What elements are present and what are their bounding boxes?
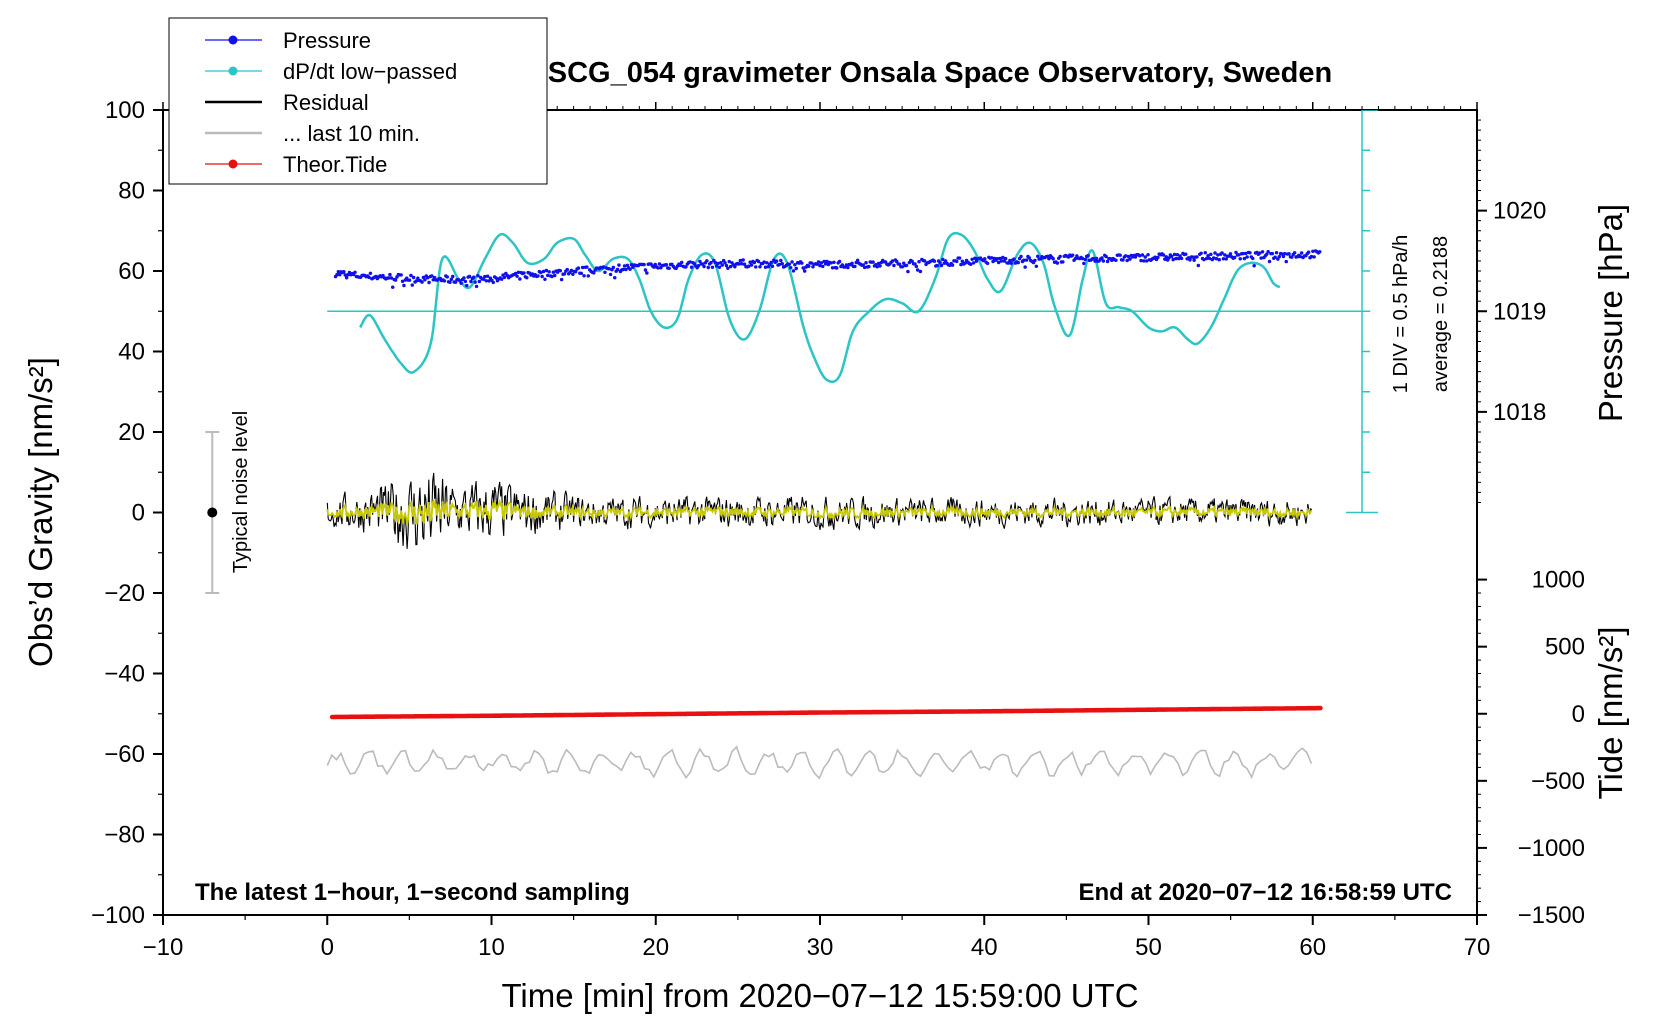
legend-label: dP/dt low−passed xyxy=(283,59,457,84)
noise-bar-center xyxy=(207,507,218,518)
legend-swatch-dot xyxy=(228,35,238,45)
series-dpdt-line xyxy=(359,231,1281,383)
legend-entry: ... last 10 min. xyxy=(205,121,420,146)
y-axis-gravity: −100 −80 −60 −40 −20 0 20 40 60 80 100 xyxy=(91,97,163,929)
series-last10-line xyxy=(326,745,1313,780)
pressure-point-cloud xyxy=(333,249,1322,289)
noise-level-bar xyxy=(205,431,220,594)
x-tick-label: 30 xyxy=(807,934,834,961)
y-tick-label: −20 xyxy=(104,580,145,607)
y-axis-title-pressure: Pressure [hPa] xyxy=(1592,204,1629,422)
y-tick-label: 20 xyxy=(118,419,145,446)
x-tick-label: 20 xyxy=(642,934,669,961)
y-axis-title-tide: Tide [nm/s²] xyxy=(1592,627,1629,800)
x-axis-title: Time [min] from 2020−07−12 15:59:00 UTC xyxy=(501,977,1138,1014)
series-tide-points xyxy=(329,705,1323,720)
y-tick-label: −40 xyxy=(104,661,145,688)
noise-level-label: Typical noise level xyxy=(230,411,252,573)
legend-entry: Pressure xyxy=(205,28,371,53)
dpdt-average-label: average = 0.2188 xyxy=(1430,236,1452,392)
tide-point-cloud xyxy=(329,705,1323,720)
pressure-tick-label: 1020 xyxy=(1493,198,1546,225)
x-tick-label: 10 xyxy=(478,934,505,961)
pressure-tick-label: 1019 xyxy=(1493,298,1546,325)
tide-tick-label: 500 xyxy=(1545,634,1585,661)
x-axis: −10 0 10 20 30 40 50 60 70 xyxy=(143,102,1491,961)
y-axis-title-gravity: Obs’d Gravity [nm/s²] xyxy=(22,357,59,667)
legend-label: Theor.Tide xyxy=(283,152,387,177)
x-tick-label: 40 xyxy=(971,934,998,961)
y-tick-label: −100 xyxy=(91,902,145,929)
tide-tick-label: −1000 xyxy=(1518,835,1585,862)
y-tick-label: 60 xyxy=(118,258,145,285)
tide-tick-label: −1500 xyxy=(1518,902,1585,929)
y-axis-tide: −1500 −1000 −500 0 500 1000 xyxy=(1477,567,1585,929)
legend-label: Pressure xyxy=(283,28,371,53)
dpdt-scale-bar xyxy=(1346,110,1379,514)
y-tick-label: 40 xyxy=(118,339,145,366)
x-tick-label: 60 xyxy=(1299,934,1326,961)
x-tick-label: 0 xyxy=(321,934,334,961)
chart-title: SCG_054 gravimeter Onsala Space Observat… xyxy=(548,57,1332,89)
legend-label: Residual xyxy=(283,90,369,115)
y-tick-label: 100 xyxy=(105,97,145,124)
series-residual-smoothed-line xyxy=(326,498,1313,525)
legend-swatch-dot xyxy=(228,159,238,169)
tide-tick-label: 1000 xyxy=(1532,567,1585,594)
legend-entry: Theor.Tide xyxy=(205,152,387,177)
y-tick-label: 80 xyxy=(118,178,145,205)
legend-label: ... last 10 min. xyxy=(283,121,420,146)
legend: Pressure dP/dt low−passed Residual ... last… xyxy=(168,17,548,185)
y-axis-pressure: 1018 1019 1020 xyxy=(1477,119,1546,503)
y-tick-label: −80 xyxy=(104,822,145,849)
series-pressure-points xyxy=(333,249,1322,289)
legend-entry: dP/dt low−passed xyxy=(205,59,457,84)
pressure-tick-label: 1018 xyxy=(1493,399,1546,426)
dpdt-scale-label: 1 DIV = 0.5 hPa/h xyxy=(1390,235,1412,393)
sampling-note: The latest 1−hour, 1−second sampling xyxy=(195,879,630,906)
y-tick-label: −60 xyxy=(104,741,145,768)
tide-tick-label: 0 xyxy=(1572,701,1585,728)
x-tick-label: −10 xyxy=(143,934,184,961)
x-tick-label: 70 xyxy=(1464,934,1491,961)
legend-entry: Residual xyxy=(205,90,369,115)
x-tick-label: 50 xyxy=(1135,934,1162,961)
legend-swatch-dot xyxy=(228,66,238,76)
end-time-note: End at 2020−07−12 16:58:59 UTC xyxy=(1078,879,1452,906)
y-tick-label: 0 xyxy=(132,500,145,527)
tide-tick-label: −500 xyxy=(1531,768,1585,795)
